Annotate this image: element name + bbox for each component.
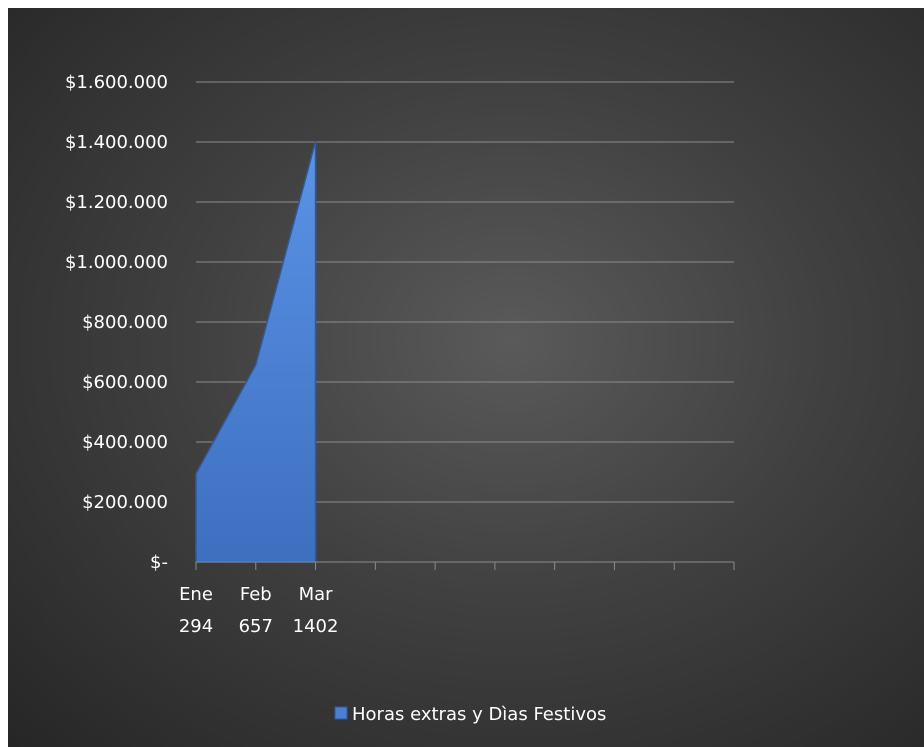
y-axis-tick-label: $1.200.000 <box>65 192 168 213</box>
y-axis-tick-label: $1.600.000 <box>65 72 168 93</box>
chart-panel <box>8 8 924 747</box>
y-axis-tick-label: $- <box>150 552 168 573</box>
y-axis-tick-label: $600.000 <box>82 372 168 393</box>
y-axis-tick-label: $1.000.000 <box>65 252 168 273</box>
y-axis-tick-labels: $- $200.000 $400.000 $600.000 $800.000 $1.000… <box>65 72 168 573</box>
y-axis-tick-label: $400.000 <box>82 432 168 453</box>
y-axis-tick-label: $1.400.000 <box>65 132 168 153</box>
x-axis-tick-label: 657 <box>239 616 273 637</box>
area-series <box>195 141 317 563</box>
x-axis-tick-label: Feb <box>240 584 272 605</box>
x-axis-tick-labels: Ene 294 Feb 657 Mar 1402 <box>179 584 339 637</box>
legend-label: Horas extras y Dìas Festivos <box>352 704 606 725</box>
y-axis-tick-label: $200.000 <box>82 492 168 513</box>
x-axis-tick-label: Mar <box>299 584 334 605</box>
y-axis-tick-label: $800.000 <box>82 312 168 333</box>
x-axis-tick-label: 294 <box>179 616 213 637</box>
legend-swatch <box>334 706 348 720</box>
x-axis-tick-label: 1402 <box>293 616 339 637</box>
area-series-fill <box>195 141 317 563</box>
x-axis <box>195 561 735 570</box>
legend: Horas extras y Dìas Festivos <box>334 704 606 725</box>
x-axis-tick-label: Ene <box>179 584 213 605</box>
